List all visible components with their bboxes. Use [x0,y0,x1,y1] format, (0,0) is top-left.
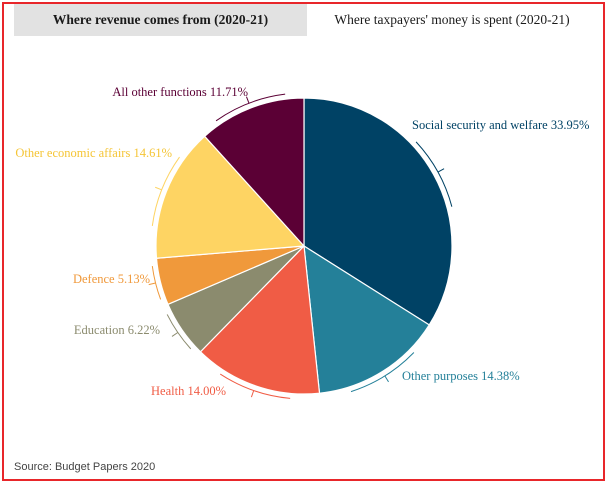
pie-slice [203,97,305,248]
pie-slice [155,135,306,259]
label-leader [219,373,291,399]
label-leader-tick [384,375,389,383]
pie-slice [303,244,431,394]
tab-spending[interactable]: Where taxpayers' money is spent (2020-21… [307,4,597,36]
slice-label: Health 14.00% [151,384,226,398]
slice-label: Social security and welfare 33.95% [412,118,589,132]
label-leader-tick [250,390,255,398]
tab-revenue[interactable]: Where revenue comes from (2020-21) [14,4,307,36]
label-leader-tick [437,168,445,173]
slice-label: All other functions 11.71% [112,85,248,99]
label-leader-tick [148,282,156,286]
slice-label: Other economic affairs 14.61% [15,146,172,160]
label-leader-tick [171,332,179,337]
label-leader [350,352,415,393]
source-note: Source: Budget Papers 2020 [14,461,156,473]
pie-slice [303,97,453,326]
label-leader-tick [245,96,250,104]
label-leader [166,314,192,350]
slice-label: Other purposes 14.38% [402,369,520,383]
slice-label: Education 6.22% [74,323,160,337]
pie-slice [199,244,321,395]
label-leader [415,141,453,207]
label-leader-tick [154,186,162,191]
label-leader [151,265,162,300]
tab-bar: Where revenue comes from (2020-21) Where… [14,4,597,36]
slice-label: Defence 5.13% [73,272,150,286]
